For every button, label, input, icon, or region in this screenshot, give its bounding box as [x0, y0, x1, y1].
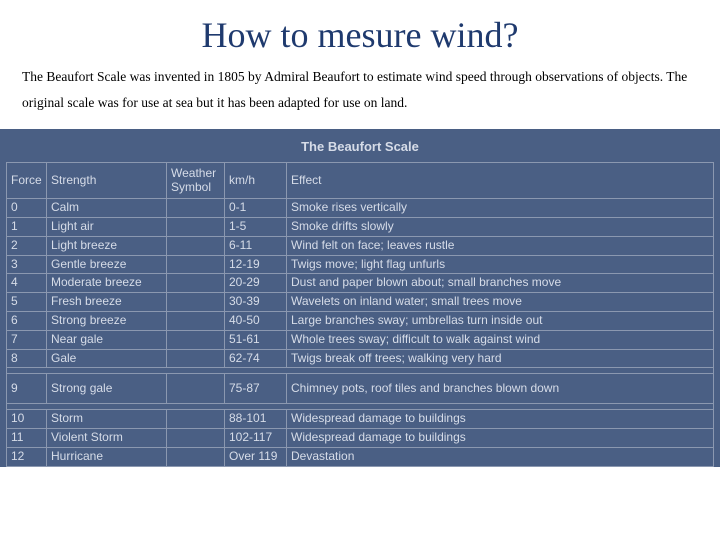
cell-strength: Light air: [47, 218, 167, 237]
cell-kmh: Over 119: [225, 448, 287, 467]
cell-effect: Twigs move; light flag unfurls: [287, 255, 714, 274]
cell-kmh: 6-11: [225, 236, 287, 255]
col-header-force: Force: [7, 163, 47, 199]
cell-force: 3: [7, 255, 47, 274]
table-row: 8Gale 62-74Twigs break off trees; walking…: [7, 349, 714, 368]
table-row: 1Light air 1-5Smoke drifts slowly: [7, 218, 714, 237]
cell-force: 0: [7, 199, 47, 218]
cell-kmh: 75-87: [225, 374, 287, 404]
table-row: 2Light breeze 6-11Wind felt on face; leav…: [7, 236, 714, 255]
col-header-symbol: Weather Symbol: [167, 163, 225, 199]
cell-kmh: 30-39: [225, 293, 287, 312]
cell-force: 4: [7, 274, 47, 293]
cell-symbol: [167, 448, 225, 467]
cell-kmh: 1-5: [225, 218, 287, 237]
cell-effect: Twigs break off trees; walking very hard: [287, 349, 714, 368]
cell-strength: Fresh breeze: [47, 293, 167, 312]
table-row: 9Strong gale 75-87Chimney pots, roof tile…: [7, 374, 714, 404]
cell-symbol: [167, 199, 225, 218]
cell-force: 7: [7, 330, 47, 349]
col-header-strength: Strength: [47, 163, 167, 199]
cell-symbol: [167, 293, 225, 312]
cell-strength: Violent Storm: [47, 429, 167, 448]
table-row: 11Violent Storm 102-117Widespread damage …: [7, 429, 714, 448]
table-row: 6Strong breeze 40-50Large branches sway; …: [7, 312, 714, 331]
cell-symbol: [167, 255, 225, 274]
cell-symbol: [167, 330, 225, 349]
cell-kmh: 88-101: [225, 410, 287, 429]
table-row: 10Storm 88-101Widespread damage to buildi…: [7, 410, 714, 429]
cell-effect: Devastation: [287, 448, 714, 467]
cell-force: 6: [7, 312, 47, 331]
cell-force: 1: [7, 218, 47, 237]
cell-effect: Widespread damage to buildings: [287, 429, 714, 448]
cell-strength: Moderate breeze: [47, 274, 167, 293]
col-header-kmh: km/h: [225, 163, 287, 199]
cell-strength: Gale: [47, 349, 167, 368]
cell-symbol: [167, 236, 225, 255]
cell-strength: Storm: [47, 410, 167, 429]
cell-force: 5: [7, 293, 47, 312]
cell-effect: Widespread damage to buildings: [287, 410, 714, 429]
table-row: 12Hurricane Over 119Devastation: [7, 448, 714, 467]
col-header-effect: Effect: [287, 163, 714, 199]
cell-symbol: [167, 429, 225, 448]
table-row: 5Fresh breeze 30-39Wavelets on inland wat…: [7, 293, 714, 312]
cell-kmh: 0-1: [225, 199, 287, 218]
intro-paragraph: The Beaufort Scale was invented in 1805 …: [0, 64, 720, 129]
cell-kmh: 40-50: [225, 312, 287, 331]
cell-strength: Gentle breeze: [47, 255, 167, 274]
cell-symbol: [167, 218, 225, 237]
cell-symbol: [167, 274, 225, 293]
cell-force: 10: [7, 410, 47, 429]
cell-effect: Wind felt on face; leaves rustle: [287, 236, 714, 255]
table-row: 3Gentle breeze 12-19Twigs move; light fla…: [7, 255, 714, 274]
table-row: 7Near gale 51-61Whole trees sway; difficu…: [7, 330, 714, 349]
cell-strength: Strong breeze: [47, 312, 167, 331]
cell-effect: Large branches sway; umbrellas turn insi…: [287, 312, 714, 331]
cell-effect: Wavelets on inland water; small trees mo…: [287, 293, 714, 312]
cell-effect: Chimney pots, roof tiles and branches bl…: [287, 374, 714, 404]
cell-symbol: [167, 312, 225, 331]
cell-force: 2: [7, 236, 47, 255]
page-title: How to mesure wind?: [0, 0, 720, 64]
cell-strength: Near gale: [47, 330, 167, 349]
cell-strength: Hurricane: [47, 448, 167, 467]
cell-kmh: 12-19: [225, 255, 287, 274]
table-row: 0Calm 0-1Smoke rises vertically: [7, 199, 714, 218]
beaufort-table-container: The Beaufort Scale Force Strength Weathe…: [0, 129, 720, 467]
cell-kmh: 20-29: [225, 274, 287, 293]
cell-kmh: 51-61: [225, 330, 287, 349]
cell-strength: Light breeze: [47, 236, 167, 255]
cell-effect: Dust and paper blown about; small branch…: [287, 274, 714, 293]
cell-effect: Smoke drifts slowly: [287, 218, 714, 237]
cell-symbol: [167, 374, 225, 404]
table-title: The Beaufort Scale: [6, 137, 714, 162]
cell-strength: Strong gale: [47, 374, 167, 404]
cell-force: 12: [7, 448, 47, 467]
cell-kmh: 62-74: [225, 349, 287, 368]
cell-symbol: [167, 410, 225, 429]
cell-force: 11: [7, 429, 47, 448]
cell-effect: Smoke rises vertically: [287, 199, 714, 218]
beaufort-table: Force Strength Weather Symbol km/h Effec…: [6, 162, 714, 467]
cell-force: 9: [7, 374, 47, 404]
cell-force: 8: [7, 349, 47, 368]
cell-kmh: 102-117: [225, 429, 287, 448]
cell-symbol: [167, 349, 225, 368]
table-header-row: Force Strength Weather Symbol km/h Effec…: [7, 163, 714, 199]
cell-effect: Whole trees sway; difficult to walk agai…: [287, 330, 714, 349]
table-row: 4Moderate breeze 20-29Dust and paper blow…: [7, 274, 714, 293]
cell-strength: Calm: [47, 199, 167, 218]
